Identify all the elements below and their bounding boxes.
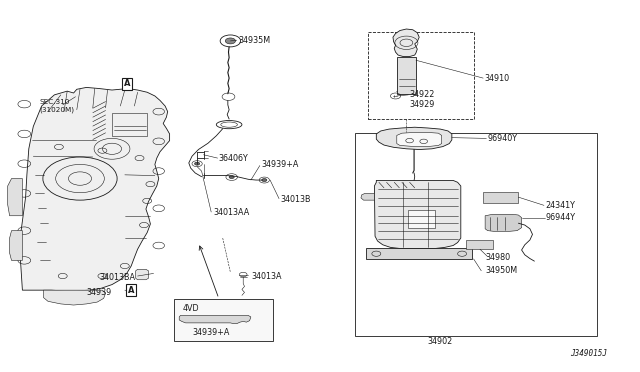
Text: 4VD: 4VD: [182, 304, 199, 313]
Polygon shape: [136, 269, 148, 280]
Text: SEC.310
(31020M): SEC.310 (31020M): [40, 99, 75, 113]
Text: 36406Y: 36406Y: [219, 154, 248, 163]
Bar: [483, 192, 518, 203]
Bar: [466, 240, 493, 249]
Text: 34910: 34910: [484, 74, 509, 83]
Text: 34980: 34980: [485, 253, 510, 262]
Polygon shape: [397, 132, 442, 147]
Bar: [112, 113, 147, 136]
Text: 34922: 34922: [410, 90, 435, 99]
Text: 34950M: 34950M: [485, 266, 517, 275]
Bar: [366, 248, 472, 259]
Text: 24341Y: 24341Y: [545, 201, 575, 210]
Polygon shape: [179, 315, 251, 324]
Text: 34013BA: 34013BA: [99, 273, 135, 282]
Polygon shape: [361, 193, 374, 200]
Text: A: A: [124, 79, 130, 88]
Polygon shape: [20, 87, 170, 291]
Text: 34902: 34902: [428, 337, 453, 346]
Text: J349015J: J349015J: [570, 349, 607, 358]
Bar: [355, 133, 597, 336]
Text: 34939+A: 34939+A: [261, 160, 298, 169]
Text: 34013A: 34013A: [252, 272, 282, 281]
Text: A: A: [128, 286, 134, 295]
Text: 96944Y: 96944Y: [545, 213, 575, 222]
Bar: [174, 299, 273, 341]
Bar: [408, 210, 435, 228]
Bar: [368, 32, 474, 119]
Circle shape: [229, 176, 234, 179]
Polygon shape: [374, 180, 461, 248]
Text: 96940Y: 96940Y: [488, 134, 518, 143]
Text: 34935M: 34935M: [238, 36, 270, 45]
Polygon shape: [44, 290, 106, 305]
Polygon shape: [10, 231, 22, 260]
Text: 34013AA: 34013AA: [213, 208, 250, 217]
Circle shape: [195, 162, 200, 165]
Text: 34929: 34929: [410, 100, 435, 109]
Polygon shape: [376, 127, 452, 150]
Polygon shape: [485, 214, 522, 231]
Polygon shape: [8, 179, 22, 216]
Circle shape: [262, 179, 267, 182]
Circle shape: [225, 38, 236, 44]
Text: 34939: 34939: [86, 288, 111, 296]
Polygon shape: [393, 29, 419, 57]
Text: 34013B: 34013B: [280, 195, 311, 204]
Bar: [397, 57, 416, 94]
Text: 34939+A: 34939+A: [193, 328, 230, 337]
